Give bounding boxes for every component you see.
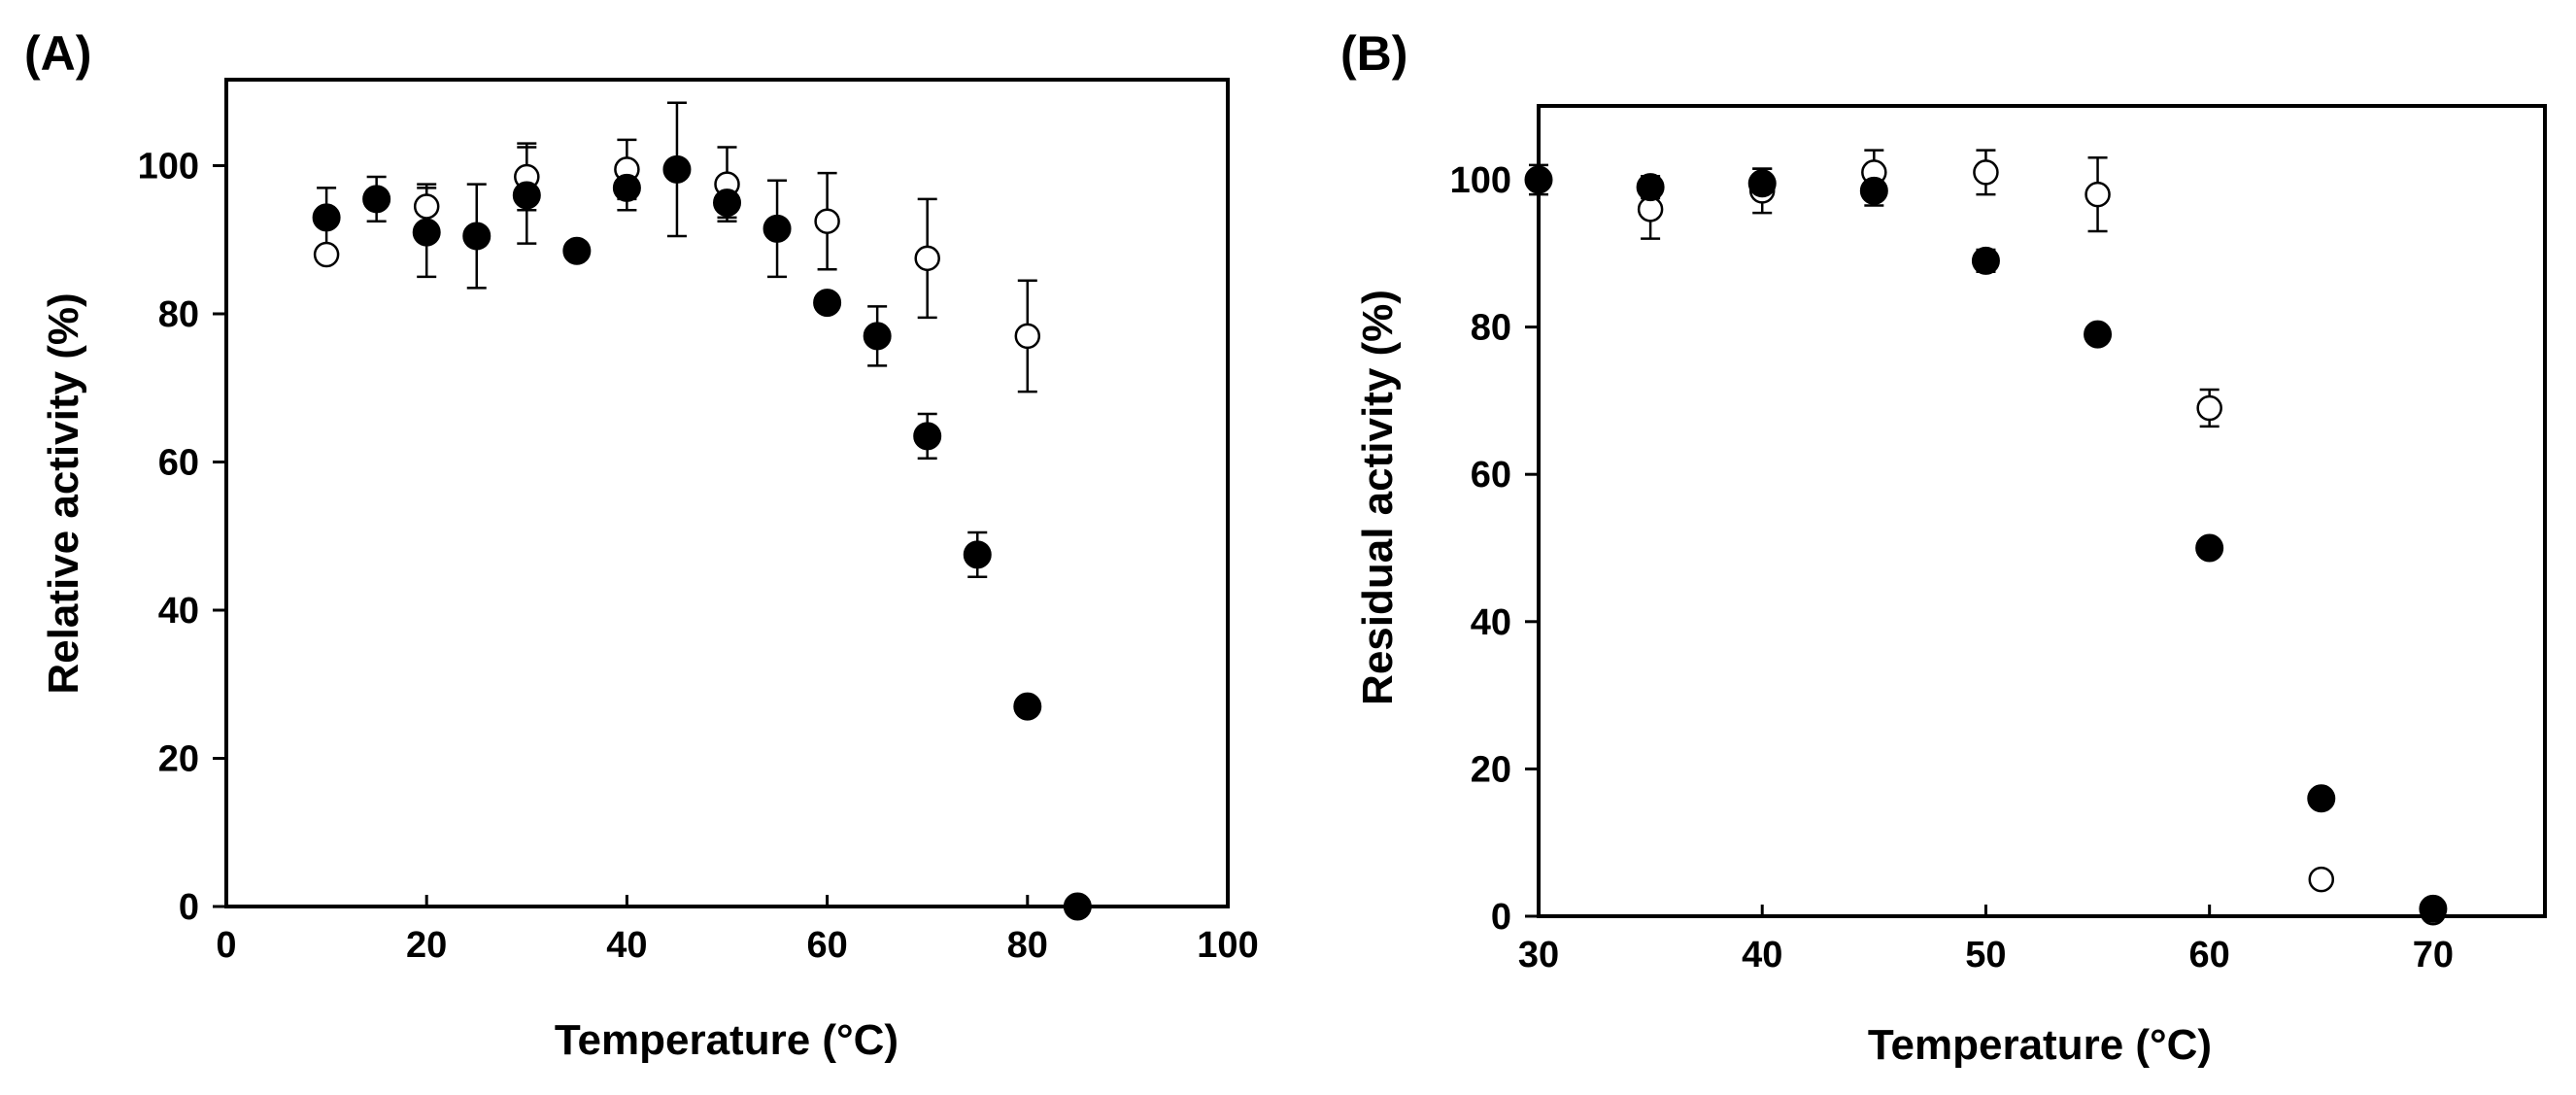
filled-circle-marker <box>2307 784 2336 813</box>
panel-b-y-axis-title: Residual activity (%) <box>1354 290 1402 705</box>
panel-b-x-tick-label: 50 <box>1965 935 2006 975</box>
panel-a-y-axis-title: Relative activity (%) <box>40 292 87 694</box>
filled-circle-marker <box>462 222 491 251</box>
panel-b-plot-frame <box>1537 104 2547 918</box>
panel-b-y-tick-label: 40 <box>1471 602 1511 643</box>
panel-a-y-tick-label: 80 <box>158 294 199 335</box>
panel-a-x-axis-title: Temperature (°C) <box>555 1016 898 1064</box>
filled-circle-marker <box>512 181 541 210</box>
filled-circle-marker <box>1971 246 2000 275</box>
filled-circle-marker <box>913 422 942 451</box>
panel-b-tick-labels: 30 40 50 60 70 0 20 40 60 80 100 <box>1450 160 2454 975</box>
open-circle-marker <box>1014 323 1041 350</box>
filled-circle-marker <box>412 218 441 247</box>
filled-circle-marker <box>963 540 992 569</box>
panel-a-y-tick-label: 40 <box>158 591 199 632</box>
panel-a-x-tick-label: 60 <box>806 925 847 966</box>
panel-a-y-tick-label: 60 <box>158 443 199 484</box>
filled-circle-marker <box>1524 165 1553 194</box>
panel-b-y-tick-label: 100 <box>1450 160 1511 201</box>
filled-circle-marker <box>863 322 892 351</box>
panel-a-x-tick-label: 80 <box>1007 925 1048 966</box>
panel-b-label: (B) <box>1340 26 1407 81</box>
open-circle-marker <box>2308 866 2335 893</box>
filled-circle-marker <box>1063 892 1092 921</box>
filled-circle-marker <box>562 236 592 265</box>
filled-circle-marker <box>312 203 341 232</box>
panel-a-x-tick-label: 20 <box>406 925 447 966</box>
panel-b-y-tick-label: 80 <box>1471 308 1511 349</box>
open-circle-marker <box>914 245 940 272</box>
filled-circle-marker <box>763 214 792 243</box>
panel-a-x-tick-label: 0 <box>216 925 236 966</box>
panel-b-x-tick-label: 60 <box>2189 935 2230 975</box>
panel-a-y-tick-label: 100 <box>138 147 199 188</box>
panel-a-y-tick-label: 20 <box>158 739 199 780</box>
panel-a-ticks <box>213 164 1230 908</box>
open-circle-marker <box>1973 159 1999 186</box>
panel-b-data-points <box>1524 159 2448 926</box>
panel-b-x-tick-label: 40 <box>1742 935 1782 975</box>
panel-b-x-tick-label: 70 <box>2413 935 2454 975</box>
filled-circle-marker <box>1859 176 1888 205</box>
open-circle-marker <box>313 241 340 268</box>
filled-circle-marker <box>2195 533 2224 563</box>
panel-b-x-tick-label: 30 <box>1518 935 1559 975</box>
open-circle-marker <box>2196 394 2222 422</box>
panel-a: (A) 0 20 40 60 80 100 0 20 40 60 80 100 Temperature… <box>24 26 1259 1064</box>
open-circle-marker <box>814 208 840 234</box>
panel-b-x-axis-title: Temperature (°C) <box>1868 1021 2212 1069</box>
filled-circle-marker <box>2419 894 2448 923</box>
filled-circle-marker <box>662 154 692 184</box>
filled-circle-marker <box>362 185 391 214</box>
panel-a-x-tick-label: 40 <box>606 925 647 966</box>
filled-circle-marker <box>612 173 641 202</box>
filled-circle-marker <box>2084 320 2113 349</box>
panel-a-data-points <box>312 154 1092 921</box>
filled-circle-marker <box>1636 173 1665 202</box>
open-circle-marker <box>413 193 440 220</box>
panel-a-y-tick-label: 0 <box>179 887 199 928</box>
panel-b-y-tick-label: 60 <box>1471 455 1511 496</box>
panel-a-label: (A) <box>24 26 91 81</box>
filled-circle-marker <box>1747 169 1777 198</box>
panel-b-y-tick-label: 20 <box>1471 749 1511 790</box>
open-circle-marker <box>2085 181 2111 208</box>
panel-a-tick-labels: 0 20 40 60 80 100 0 20 40 60 80 100 <box>138 147 1259 967</box>
panel-b-y-tick-label: 0 <box>1491 897 1511 938</box>
panel-b: (B) 30 40 50 60 70 0 20 40 60 80 100 Temperature (… <box>1340 26 2547 1069</box>
filled-circle-marker <box>813 289 842 318</box>
panel-a-plot-frame <box>224 78 1230 908</box>
filled-circle-marker <box>1013 692 1042 721</box>
panel-b-ticks <box>1525 178 2435 918</box>
filled-circle-marker <box>713 188 741 218</box>
panel-a-x-tick-label: 100 <box>1197 925 1258 966</box>
